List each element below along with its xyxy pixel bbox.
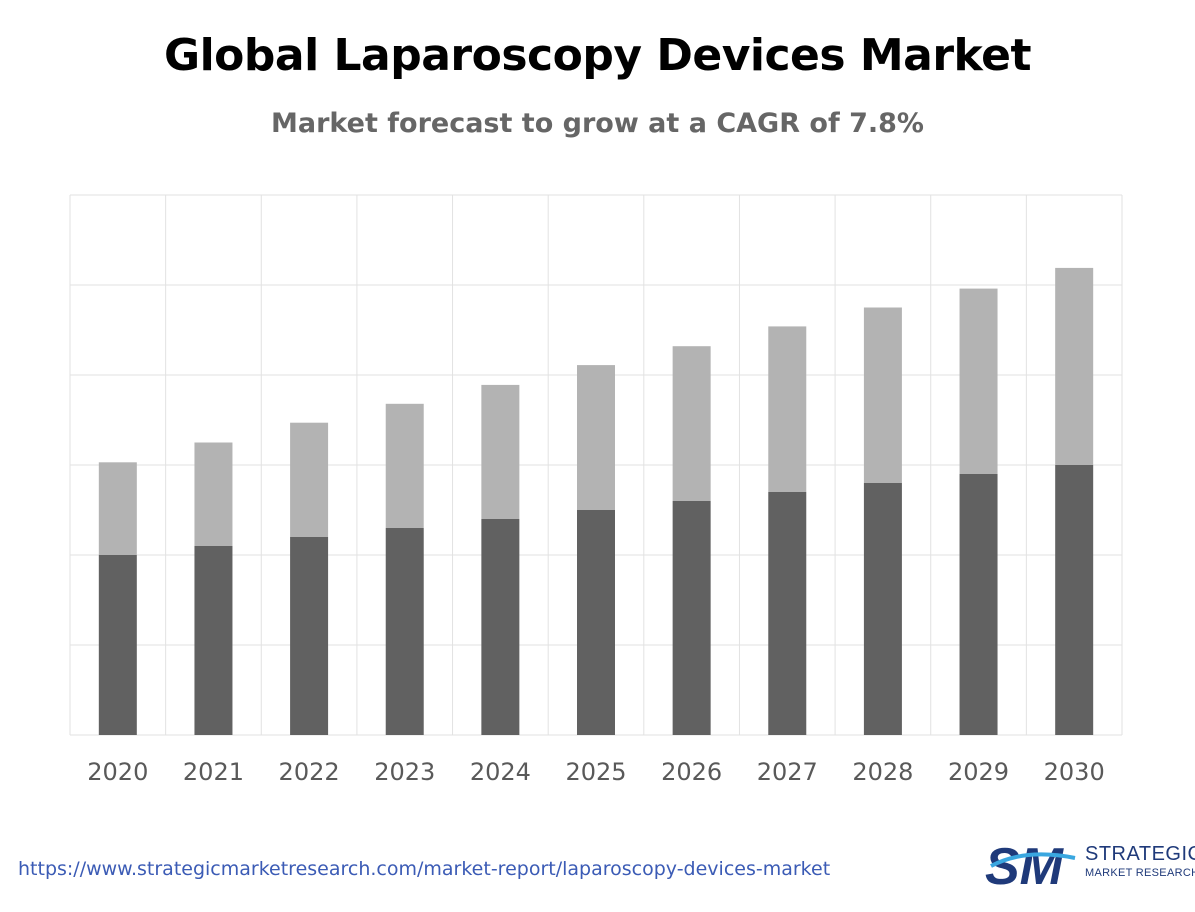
x-tick-label: 2030 — [1044, 758, 1105, 786]
x-tick-label: 2027 — [757, 758, 818, 786]
x-tick-label: 2022 — [279, 758, 340, 786]
bar-segment-2028-series-2 — [863, 307, 902, 483]
bar-segment-2021-series-2 — [194, 442, 233, 546]
chart-subtitle: Market forecast to grow at a CAGR of 7.8… — [271, 108, 924, 139]
x-tick-label: 2029 — [948, 758, 1009, 786]
bar-segment-2022-series-1 — [290, 537, 329, 735]
bar-segment-2026-series-2 — [672, 346, 711, 501]
bar-segment-2027-series-1 — [768, 492, 807, 735]
x-tick-label: 2025 — [565, 758, 626, 786]
bar-segment-2020-series-2 — [98, 462, 137, 555]
logo-swoosh — [990, 852, 1076, 868]
bar-segment-2023-series-1 — [385, 528, 424, 735]
bar-segment-2022-series-2 — [290, 422, 329, 537]
logo-line2: MARKET RESEARCH — [1085, 867, 1195, 879]
bar-segment-2020-series-1 — [98, 555, 137, 735]
bar-segment-2026-series-1 — [672, 501, 711, 735]
bar-segment-2024-series-1 — [481, 519, 520, 735]
bar-segment-2021-series-1 — [194, 546, 233, 735]
bar-segment-2029-series-2 — [959, 288, 998, 474]
logo-line1: STRATEGIC — [1085, 843, 1195, 865]
x-tick-label: 2020 — [87, 758, 148, 786]
sm-logo-icon: SM — [985, 838, 1076, 896]
x-axis-ticks: 2020 2021 2022 2023 2024 2025 2026 2027 2028 2029… — [87, 758, 1104, 786]
x-tick-label: 2021 — [183, 758, 244, 786]
bar-segment-2025-series-1 — [577, 510, 615, 735]
bar-segment-2030-series-2 — [1055, 267, 1094, 465]
bar-segment-2028-series-1 — [863, 483, 902, 735]
chart-bars — [98, 267, 1094, 735]
bar-segment-2024-series-2 — [481, 384, 520, 519]
x-tick-label: 2024 — [470, 758, 531, 786]
source-url-link[interactable]: https://www.strategicmarketresearch.com/… — [18, 858, 831, 880]
x-tick-label: 2028 — [852, 758, 913, 786]
logo-mark: SM — [985, 838, 1065, 894]
chart-title: Global Laparoscopy Devices Market — [163, 30, 1032, 81]
bar-segment-2027-series-2 — [768, 326, 807, 492]
bar-segment-2023-series-2 — [385, 403, 424, 528]
bar-segment-2029-series-1 — [959, 474, 998, 735]
chart-grid — [69, 194, 1123, 736]
company-logo: SM STRATEGIC MARKET RESEARCH — [985, 838, 1195, 896]
bar-segment-2030-series-1 — [1055, 465, 1094, 735]
x-tick-label: 2023 — [374, 758, 435, 786]
x-tick-label: 2026 — [661, 758, 722, 786]
bar-segment-2025-series-2 — [577, 365, 615, 510]
